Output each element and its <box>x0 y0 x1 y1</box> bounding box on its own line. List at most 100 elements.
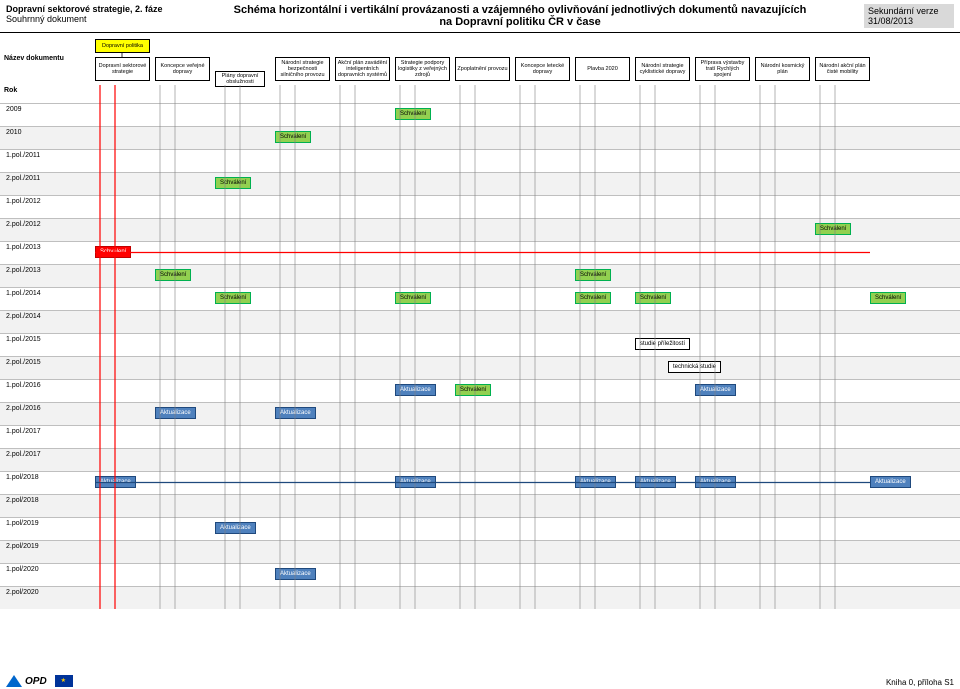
year-label: 1.pol./2014 <box>6 290 41 297</box>
year-label: 2.pol./2012 <box>6 221 41 228</box>
opd-logo: OPD <box>6 675 47 687</box>
doc-header-12: Národní akční plán čisté mobility <box>815 57 870 81</box>
doc-header-6: Zpoplatnění provozu <box>455 57 510 81</box>
event-box: studie příležitostí <box>635 338 690 350</box>
event-box: Aktualizace <box>155 407 196 419</box>
event-box: Aktualizace <box>395 476 436 488</box>
header-right-line1: Sekundární verze <box>868 6 950 16</box>
event-box: Schválení <box>275 131 311 143</box>
timeline: 2009Schválení2010Schválení1.pol./20112.p… <box>0 103 960 609</box>
event-box: Schválení <box>215 292 251 304</box>
time-row-16: 1.pol/2018 Aktualizace Aktualizace Aktualiz… <box>0 471 960 494</box>
header-right-line2: 31/08/2013 <box>868 16 950 26</box>
year-label: 1.pol./2011 <box>6 152 40 159</box>
header-left: Dopravní sektorové strategie, 2. fáze So… <box>6 4 176 24</box>
time-row-8: 1.pol./2014 Schválení Schválení Schválení Sc… <box>0 287 960 310</box>
year-label: 1.pol./2012 <box>6 198 41 205</box>
year-label: 2009 <box>6 106 22 113</box>
time-row-17: 2.pol/2018 <box>0 494 960 517</box>
doc-header-9: Národní strategie cyklistické dopravy <box>635 57 690 81</box>
year-label: 1.pol./2013 <box>6 244 41 251</box>
time-row-14: 1.pol./2017 <box>0 425 960 448</box>
time-row-1: 2010Schválení <box>0 126 960 149</box>
doc-header-0: Dopravní sektorové strategie <box>95 57 150 81</box>
time-row-20: 1.pol/2020 Aktualizace <box>0 563 960 586</box>
event-box: Aktualizace <box>695 384 736 396</box>
time-row-0: 2009 Schválení <box>0 103 960 126</box>
year-label: 2.pol./2015 <box>6 359 41 366</box>
event-box: Schválení <box>395 108 431 120</box>
event-box: Aktualizace <box>575 476 616 488</box>
footer: OPD Kniha 0, příloha S1 <box>6 675 954 687</box>
year-label: 1.pol./2017 <box>6 428 41 435</box>
year-label: 1.pol/2020 <box>6 566 39 573</box>
doc-header-5: Strategie podpory logistiky z veřejných … <box>395 57 450 81</box>
year-label: 1.pol/2018 <box>6 474 39 481</box>
year-label: 2.pol./2013 <box>6 267 41 274</box>
event-box: Schválení <box>870 292 906 304</box>
time-row-15: 2.pol./2017 <box>0 448 960 471</box>
opd-triangle-icon <box>6 675 22 687</box>
year-label: 2.pol/2020 <box>6 589 39 596</box>
time-row-2: 1.pol./2011 <box>0 149 960 172</box>
doc-header-1: Koncepce veřejné dopravy <box>155 57 210 81</box>
event-box: Schválení <box>815 223 851 235</box>
event-box: Aktualizace <box>695 476 736 488</box>
label-doc-name: Název dokumentu <box>4 55 64 62</box>
time-row-21: 2.pol/2020 <box>0 586 960 609</box>
event-box: Schválení <box>95 246 131 258</box>
year-label: 2.pol/2018 <box>6 497 39 504</box>
eu-flag-icon <box>55 675 73 687</box>
header-center-line2: na Dopravní politiku ČR v čase <box>176 16 864 28</box>
year-label: 1.pol./2015 <box>6 336 41 343</box>
event-box: Schválení <box>575 269 611 281</box>
time-row-9: 2.pol./2014 <box>0 310 960 333</box>
header-left-line1: Dopravní sektorové strategie, 2. fáze <box>6 4 176 14</box>
doc-header-7: Koncepce letecké dopravy <box>515 57 570 81</box>
event-box: Schválení <box>155 269 191 281</box>
event-box: Schválení <box>575 292 611 304</box>
year-label: 2.pol./2017 <box>6 451 41 458</box>
doc-header-4: Akční plán zavádění inteligentních dopra… <box>335 57 390 81</box>
year-label: 1.pol/2019 <box>6 520 39 527</box>
header-left-line2: Souhrnný dokument <box>6 14 176 24</box>
footer-right-text: Kniha 0, příloha S1 <box>886 678 954 687</box>
event-box: Aktualizace <box>215 522 256 534</box>
event-box: Schválení <box>215 177 251 189</box>
doc-header-3: Národní strategie bezpečnosti silničního… <box>275 57 330 81</box>
doc-header-2: Plány dopravní obslužnosti <box>215 71 265 87</box>
time-row-18: 1.pol/2019 Aktualizace <box>0 517 960 540</box>
time-row-4: 1.pol./2012 <box>0 195 960 218</box>
time-row-6: 1.pol./2013 Schválení <box>0 241 960 264</box>
header-right: Sekundární verze 31/08/2013 <box>864 4 954 28</box>
doc-header-8: Plavba 2020 <box>575 57 630 81</box>
label-year: Rok <box>4 87 17 94</box>
document-header-area: Název dokumentu Rok Dopravní politika Dop… <box>0 39 960 99</box>
doc-header-10: Příprava výstavby tratí Rychlých spojení <box>695 57 750 81</box>
time-row-19: 2.pol/2019 <box>0 540 960 563</box>
doc-header-11: Národní kosmický plán <box>755 57 810 81</box>
year-label: 1.pol./2016 <box>6 382 41 389</box>
year-label: 2.pol/2019 <box>6 543 39 550</box>
event-box: Schválení <box>635 292 671 304</box>
event-box: technická studie <box>668 361 721 373</box>
header-title: Schéma horizontální i vertikální prováza… <box>176 4 864 28</box>
event-box: Aktualizace <box>395 384 436 396</box>
event-box: Aktualizace <box>635 476 676 488</box>
event-box: Schválení <box>455 384 491 396</box>
top-box-dopravni-politika: Dopravní politika <box>95 39 150 53</box>
event-box: Aktualizace <box>275 568 316 580</box>
time-row-12: 1.pol./2016 Aktualizace Schválení Aktualiza… <box>0 379 960 402</box>
year-label: 2.pol./2011 <box>6 175 40 182</box>
time-row-5: 2.pol./2012 Schválení <box>0 218 960 241</box>
time-row-7: 2.pol./2013 Schválení Schválení <box>0 264 960 287</box>
page: Dopravní sektorové strategie, 2. fáze So… <box>0 0 960 689</box>
header-center-line1: Schéma horizontální i vertikální prováza… <box>176 4 864 16</box>
time-row-10: 1.pol./2015 studie příležitostí <box>0 333 960 356</box>
event-box: Aktualizace <box>275 407 316 419</box>
time-row-3: 2.pol./2011 Schválení <box>0 172 960 195</box>
year-label: 2.pol./2016 <box>6 405 41 412</box>
time-row-11: 2.pol./2015 technická studie <box>0 356 960 379</box>
event-box: Aktualizace <box>870 476 911 488</box>
opd-text: OPD <box>25 676 47 687</box>
